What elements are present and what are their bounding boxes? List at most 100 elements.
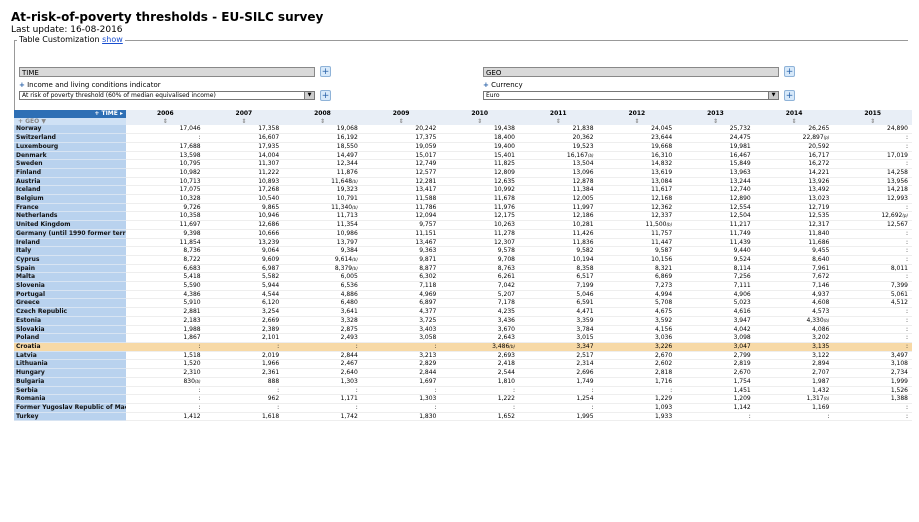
indicator-add-icon[interactable]: + (320, 90, 331, 101)
currency-add-icon[interactable]: + (784, 90, 795, 101)
value-cell: 13,084 (597, 177, 677, 187)
value-cell: 10,982 (126, 168, 205, 178)
value-cell: 5,207 (440, 290, 519, 300)
geo-add-icon[interactable]: + (784, 66, 795, 77)
year-header[interactable]: 2006 (126, 110, 205, 118)
geo-cell[interactable]: Croatia (14, 342, 126, 352)
year-header[interactable]: 2008 (283, 110, 362, 118)
value-cell: 1,432 (754, 386, 834, 396)
flag-note: (b) (666, 222, 673, 228)
sort-icon[interactable]: ⇕ (440, 117, 519, 126)
currency-select[interactable]: Euro ▼ (483, 91, 779, 100)
sort-icon[interactable]: ⇕ (833, 117, 912, 126)
value-cell: 1,142 (676, 403, 755, 413)
show-link[interactable]: show (102, 35, 123, 44)
geo-cell[interactable]: Luxembourg (14, 142, 126, 152)
table-row: Portugal 4,386 4,544 4,886 4,969 5,207 5,046 4,… (14, 290, 912, 300)
geo-cell[interactable]: Romania (14, 394, 126, 404)
value-cell: : (283, 386, 362, 396)
geo-cell[interactable]: Lithuania (14, 359, 126, 370)
value-cell: 16,167(b) (518, 151, 598, 161)
geo-cell[interactable]: Bulgaria (14, 377, 126, 387)
flag-note: (b) (587, 152, 594, 158)
value-cell: 10,358 (126, 211, 205, 222)
value-cell: 3,497 (833, 351, 912, 361)
year-header[interactable]: 2007 (204, 110, 284, 118)
year-header[interactable]: 2013 (676, 110, 755, 118)
value-cell: 1,697 (361, 377, 441, 387)
year-header[interactable]: 2012 (597, 110, 677, 118)
value-cell: 8,722 (126, 255, 205, 265)
sort-icon[interactable]: ⇕ (126, 117, 205, 126)
geo-cell[interactable]: Turkey (14, 412, 126, 422)
value-cell: 8,114 (676, 264, 755, 274)
geo-cell[interactable]: Sweden (14, 159, 126, 169)
geo-cell[interactable]: Former Yugoslav Republic of Macedonia, t… (14, 403, 126, 413)
geo-cell[interactable]: Malta (14, 272, 126, 283)
sort-icon[interactable]: ⇕ (754, 117, 834, 126)
geo-cell[interactable]: Poland (14, 333, 126, 343)
sort-icon[interactable]: ⇕ (597, 117, 677, 126)
geo-cell[interactable]: Italy (14, 246, 126, 256)
year-header[interactable]: 2015 (833, 110, 912, 118)
value-cell: 6,897 (361, 298, 441, 309)
geo-cell[interactable]: Hungary (14, 368, 126, 378)
geo-header[interactable]: + GEO ▼ (14, 117, 126, 126)
value-cell: 12,307 (440, 238, 519, 248)
geo-cell[interactable]: Switzerland (14, 133, 126, 143)
sort-icon[interactable]: ⇕ (283, 117, 362, 126)
geo-cell[interactable]: Norway (14, 125, 126, 135)
value-cell: 23,644 (597, 133, 677, 143)
geo-cell[interactable]: Czech Republic (14, 307, 126, 317)
geo-cell[interactable]: Iceland (14, 185, 126, 196)
geo-cell[interactable]: Portugal (14, 290, 126, 300)
geo-cell[interactable]: Serbia (14, 386, 126, 396)
value-cell: : (833, 412, 912, 422)
value-cell: : (833, 342, 912, 352)
geo-cell[interactable]: Slovenia (14, 281, 126, 291)
sort-icon[interactable]: ⇕ (518, 117, 598, 126)
geo-cell[interactable]: United Kingdom (14, 220, 126, 230)
sort-icon[interactable]: ⇕ (676, 117, 755, 126)
year-header[interactable]: 2014 (754, 110, 834, 118)
geo-cell[interactable]: Finland (14, 168, 126, 178)
value-cell: 12,749 (361, 159, 441, 169)
sort-icon[interactable]: ⇕ (361, 117, 441, 126)
sort-icon[interactable]: ⇕ (204, 117, 284, 126)
time-add-icon[interactable]: + (320, 66, 331, 77)
value-cell: 2,389 (204, 325, 284, 335)
value-cell: 15,849 (676, 159, 755, 169)
value-cell: 2,829 (361, 359, 441, 370)
value-cell: 19,323 (283, 185, 362, 196)
geo-cell[interactable]: Ireland (14, 238, 126, 248)
geo-cell[interactable]: Germany (until 1990 former territory of … (14, 229, 126, 239)
geo-cell[interactable]: Cyprus (14, 255, 126, 265)
geo-cell[interactable]: Belgium (14, 194, 126, 204)
value-cell: 3,947 (676, 316, 755, 326)
geo-dimension-field[interactable]: GEO (483, 67, 779, 77)
geo-cell[interactable]: Austria (14, 177, 126, 187)
value-cell: 13,797 (283, 238, 362, 248)
value-cell: 12,719 (754, 203, 834, 213)
geo-cell[interactable]: Denmark (14, 151, 126, 161)
year-header[interactable]: 2009 (361, 110, 441, 118)
geo-cell[interactable]: Netherlands (14, 211, 126, 222)
geo-cell[interactable]: France (14, 203, 126, 213)
geo-cell[interactable]: Slovakia (14, 325, 126, 335)
indicator-select[interactable]: At risk of poverty threshold (60% of med… (19, 91, 315, 100)
time-dimension-field[interactable]: TIME (19, 67, 315, 77)
value-cell: 9,614(b) (283, 255, 362, 265)
table-row: Greece 5,910 6,120 6,480 6,897 7,178 6,591 5,70… (14, 298, 912, 309)
geo-cell[interactable]: Latvia (14, 351, 126, 361)
time-header[interactable]: + TIME ▸ (14, 110, 126, 118)
year-header[interactable]: 2010 (440, 110, 519, 118)
value-cell: 4,330(b) (754, 316, 834, 326)
geo-cell[interactable]: Estonia (14, 316, 126, 326)
value-cell: 2,881 (126, 307, 205, 317)
geo-cell[interactable]: Spain (14, 264, 126, 274)
value-cell: 12,554 (676, 203, 755, 213)
value-cell: 1,749 (518, 377, 598, 387)
value-cell: 14,497 (283, 151, 362, 161)
year-header[interactable]: 2011 (518, 110, 598, 118)
geo-cell[interactable]: Greece (14, 298, 126, 309)
